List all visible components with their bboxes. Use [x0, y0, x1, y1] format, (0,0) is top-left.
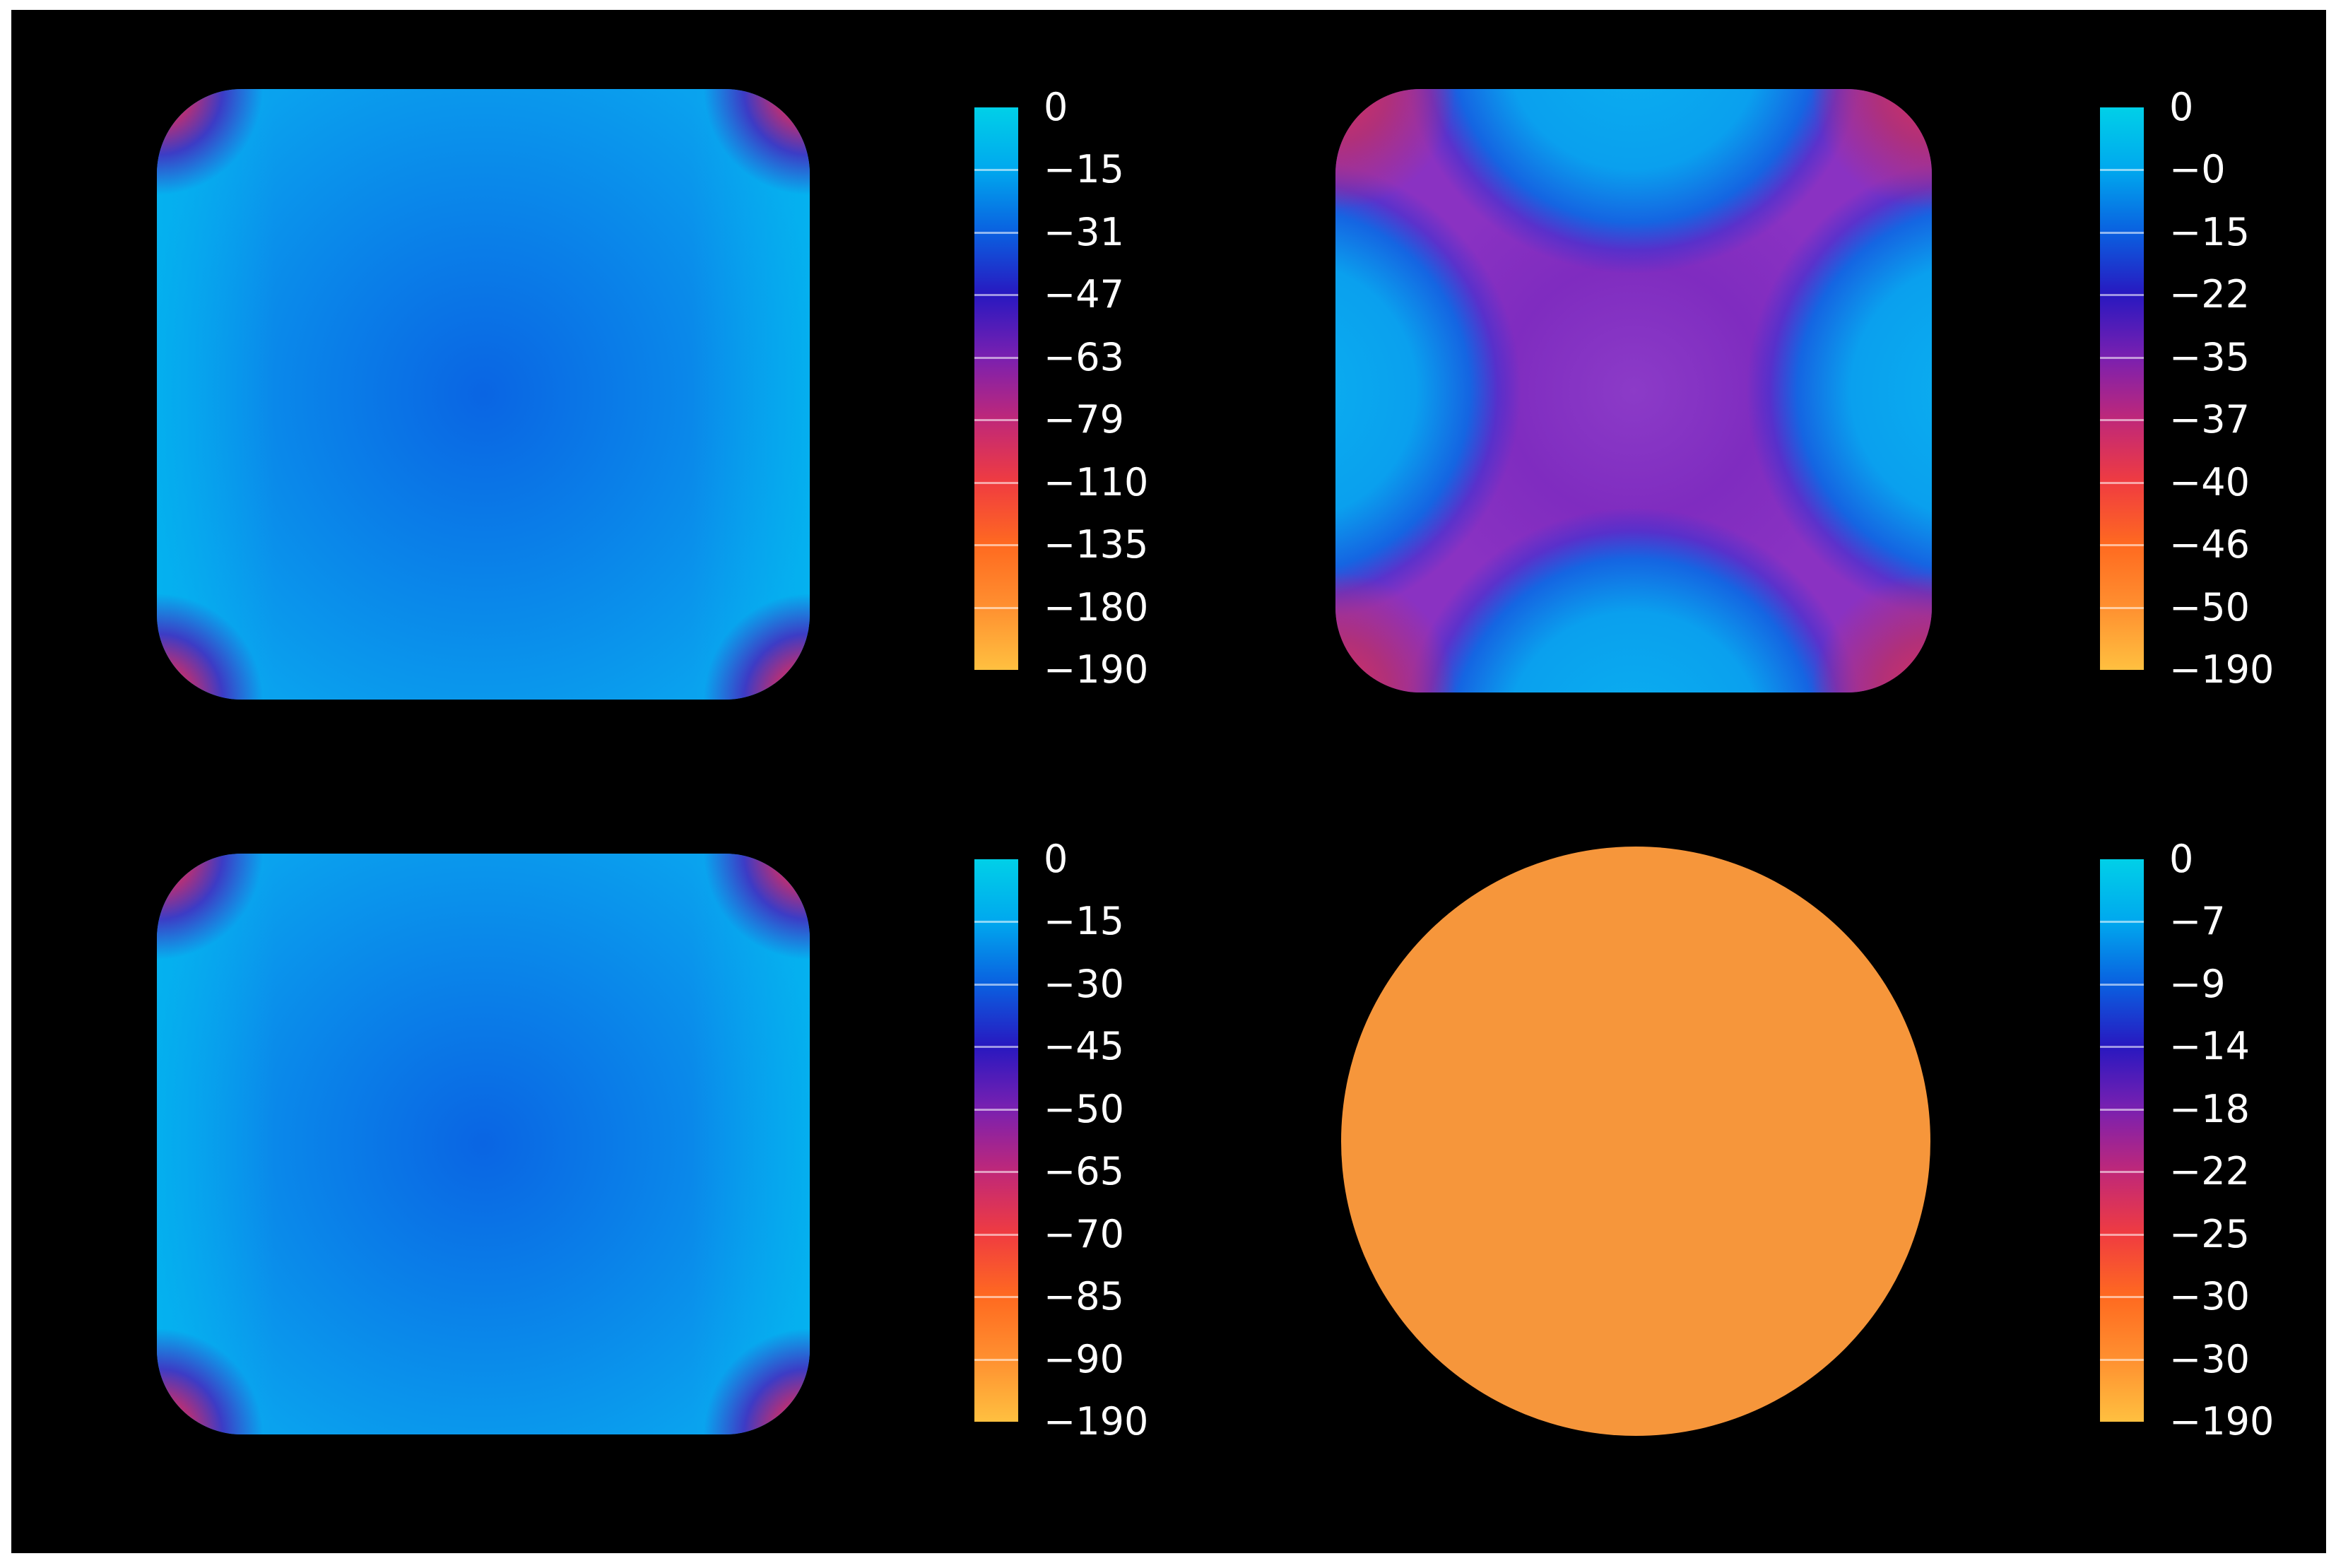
- colorbar-tick-label: −63: [1044, 334, 1124, 379]
- colorbar-tick: [974, 1108, 1018, 1111]
- colorbar-tick: [2100, 1358, 2144, 1361]
- colorbar-gradient: [2100, 859, 2144, 1422]
- colorbar-tick: [2100, 1296, 2144, 1299]
- colorbar-tick: [974, 544, 1018, 547]
- field-map-top-left: [157, 89, 810, 700]
- colorbar-tick-label: −50: [2169, 584, 2250, 630]
- colorbar-tick: [2100, 1046, 2144, 1049]
- colorbar-top-left: [974, 107, 1018, 670]
- colorbar-tick-label: −9: [2169, 961, 2226, 1006]
- colorbar-tick: [974, 481, 1018, 484]
- field-map-bottom-left: [157, 854, 810, 1434]
- colorbar-gradient: [974, 107, 1018, 670]
- colorbar-bottom-right: [2100, 859, 2144, 1422]
- colorbar-tick: [974, 356, 1018, 359]
- colorbar-tick-label: −65: [1044, 1149, 1124, 1194]
- figure-background: 0 −15 −31 −47 −63 −79 −110 −135 −180 −190 0 −0 −15−…: [11, 10, 2326, 1553]
- colorbar-tick-label: −90: [1044, 1336, 1124, 1381]
- colorbar-tick: [974, 294, 1018, 297]
- colorbar-tick-label: −135: [1044, 522, 1149, 567]
- field-map-top-right: [1335, 89, 1932, 692]
- colorbar-tick: [2100, 983, 2144, 986]
- colorbar-tick-label: −190: [2169, 1399, 2275, 1444]
- colorbar-tick: [2100, 1171, 2144, 1174]
- colorbar-tick: [974, 419, 1018, 422]
- colorbar-tick: [974, 921, 1018, 924]
- colorbar-gradient: [974, 859, 1018, 1422]
- colorbar-tick-label: −35: [2169, 334, 2250, 379]
- colorbar-tick: [974, 169, 1018, 172]
- colorbar-tick: [974, 606, 1018, 609]
- colorbar-tick: [2100, 1233, 2144, 1236]
- colorbar-tick-label: −15: [1044, 147, 1124, 192]
- colorbar-tick-label: −190: [2169, 647, 2275, 692]
- colorbar-tick-label: −22: [2169, 272, 2250, 317]
- colorbar-tick-label: −190: [1044, 647, 1149, 692]
- colorbar-tick-label: 0: [1044, 837, 1068, 881]
- colorbar-tick-label: −85: [1044, 1274, 1124, 1319]
- colorbar-tick: [2100, 1108, 2144, 1111]
- colorbar-tick: [974, 1171, 1018, 1174]
- colorbar-tick-label: −50: [1044, 1086, 1124, 1131]
- colorbar-tick-label: 0: [2169, 85, 2194, 129]
- colorbar-tick-label: −30: [2169, 1336, 2250, 1381]
- colorbar-tick: [2100, 921, 2144, 924]
- colorbar-tick-label: −40: [2169, 459, 2250, 505]
- colorbar-tick-label: −30: [2169, 1274, 2250, 1319]
- colorbar-gradient: [2100, 107, 2144, 670]
- colorbar-tick: [974, 1296, 1018, 1299]
- colorbar-tick: [2100, 544, 2144, 547]
- colorbar-top-right: [2100, 107, 2144, 670]
- colorbar-tick: [974, 231, 1018, 234]
- colorbar-tick-label: −7: [2169, 899, 2226, 944]
- colorbar-tick-label: −110: [1044, 459, 1149, 505]
- colorbar-tick-label: −46: [2169, 522, 2250, 567]
- colorbar-tick-label: −190: [1044, 1399, 1149, 1444]
- colorbar-tick-label: −15: [2169, 209, 2250, 254]
- colorbar-tick: [974, 1046, 1018, 1049]
- colorbar-tick-label: 0: [1044, 85, 1068, 129]
- colorbar-bottom-left: [974, 859, 1018, 1422]
- colorbar-tick: [974, 1233, 1018, 1236]
- colorbar-tick-label: −30: [1044, 961, 1124, 1006]
- colorbar-tick-label: −70: [1044, 1211, 1124, 1256]
- colorbar-tick: [2100, 169, 2144, 172]
- colorbar-tick: [2100, 606, 2144, 609]
- colorbar-tick-label: 0: [2169, 837, 2194, 881]
- colorbar-tick-label: −37: [2169, 397, 2250, 442]
- colorbar-tick-label: −79: [1044, 397, 1124, 442]
- colorbar-tick-label: −180: [1044, 584, 1149, 630]
- colorbar-tick: [2100, 356, 2144, 359]
- colorbar-tick: [2100, 481, 2144, 484]
- field-map-bottom-right: [1341, 847, 1930, 1436]
- colorbar-tick-label: −15: [1044, 899, 1124, 944]
- colorbar-tick-label: −45: [1044, 1024, 1124, 1069]
- colorbar-tick-label: −47: [1044, 272, 1124, 317]
- colorbar-tick-label: −25: [2169, 1211, 2250, 1256]
- colorbar-tick: [2100, 294, 2144, 297]
- colorbar-tick-label: −0: [2169, 147, 2226, 192]
- colorbar-tick-label: −22: [2169, 1149, 2250, 1194]
- colorbar-tick: [2100, 419, 2144, 422]
- colorbar-tick-label: −31: [1044, 209, 1124, 254]
- colorbar-tick: [974, 1358, 1018, 1361]
- colorbar-tick: [2100, 231, 2144, 234]
- colorbar-tick: [974, 983, 1018, 986]
- colorbar-tick-label: −14: [2169, 1024, 2250, 1069]
- colorbar-tick-label: −18: [2169, 1086, 2250, 1131]
